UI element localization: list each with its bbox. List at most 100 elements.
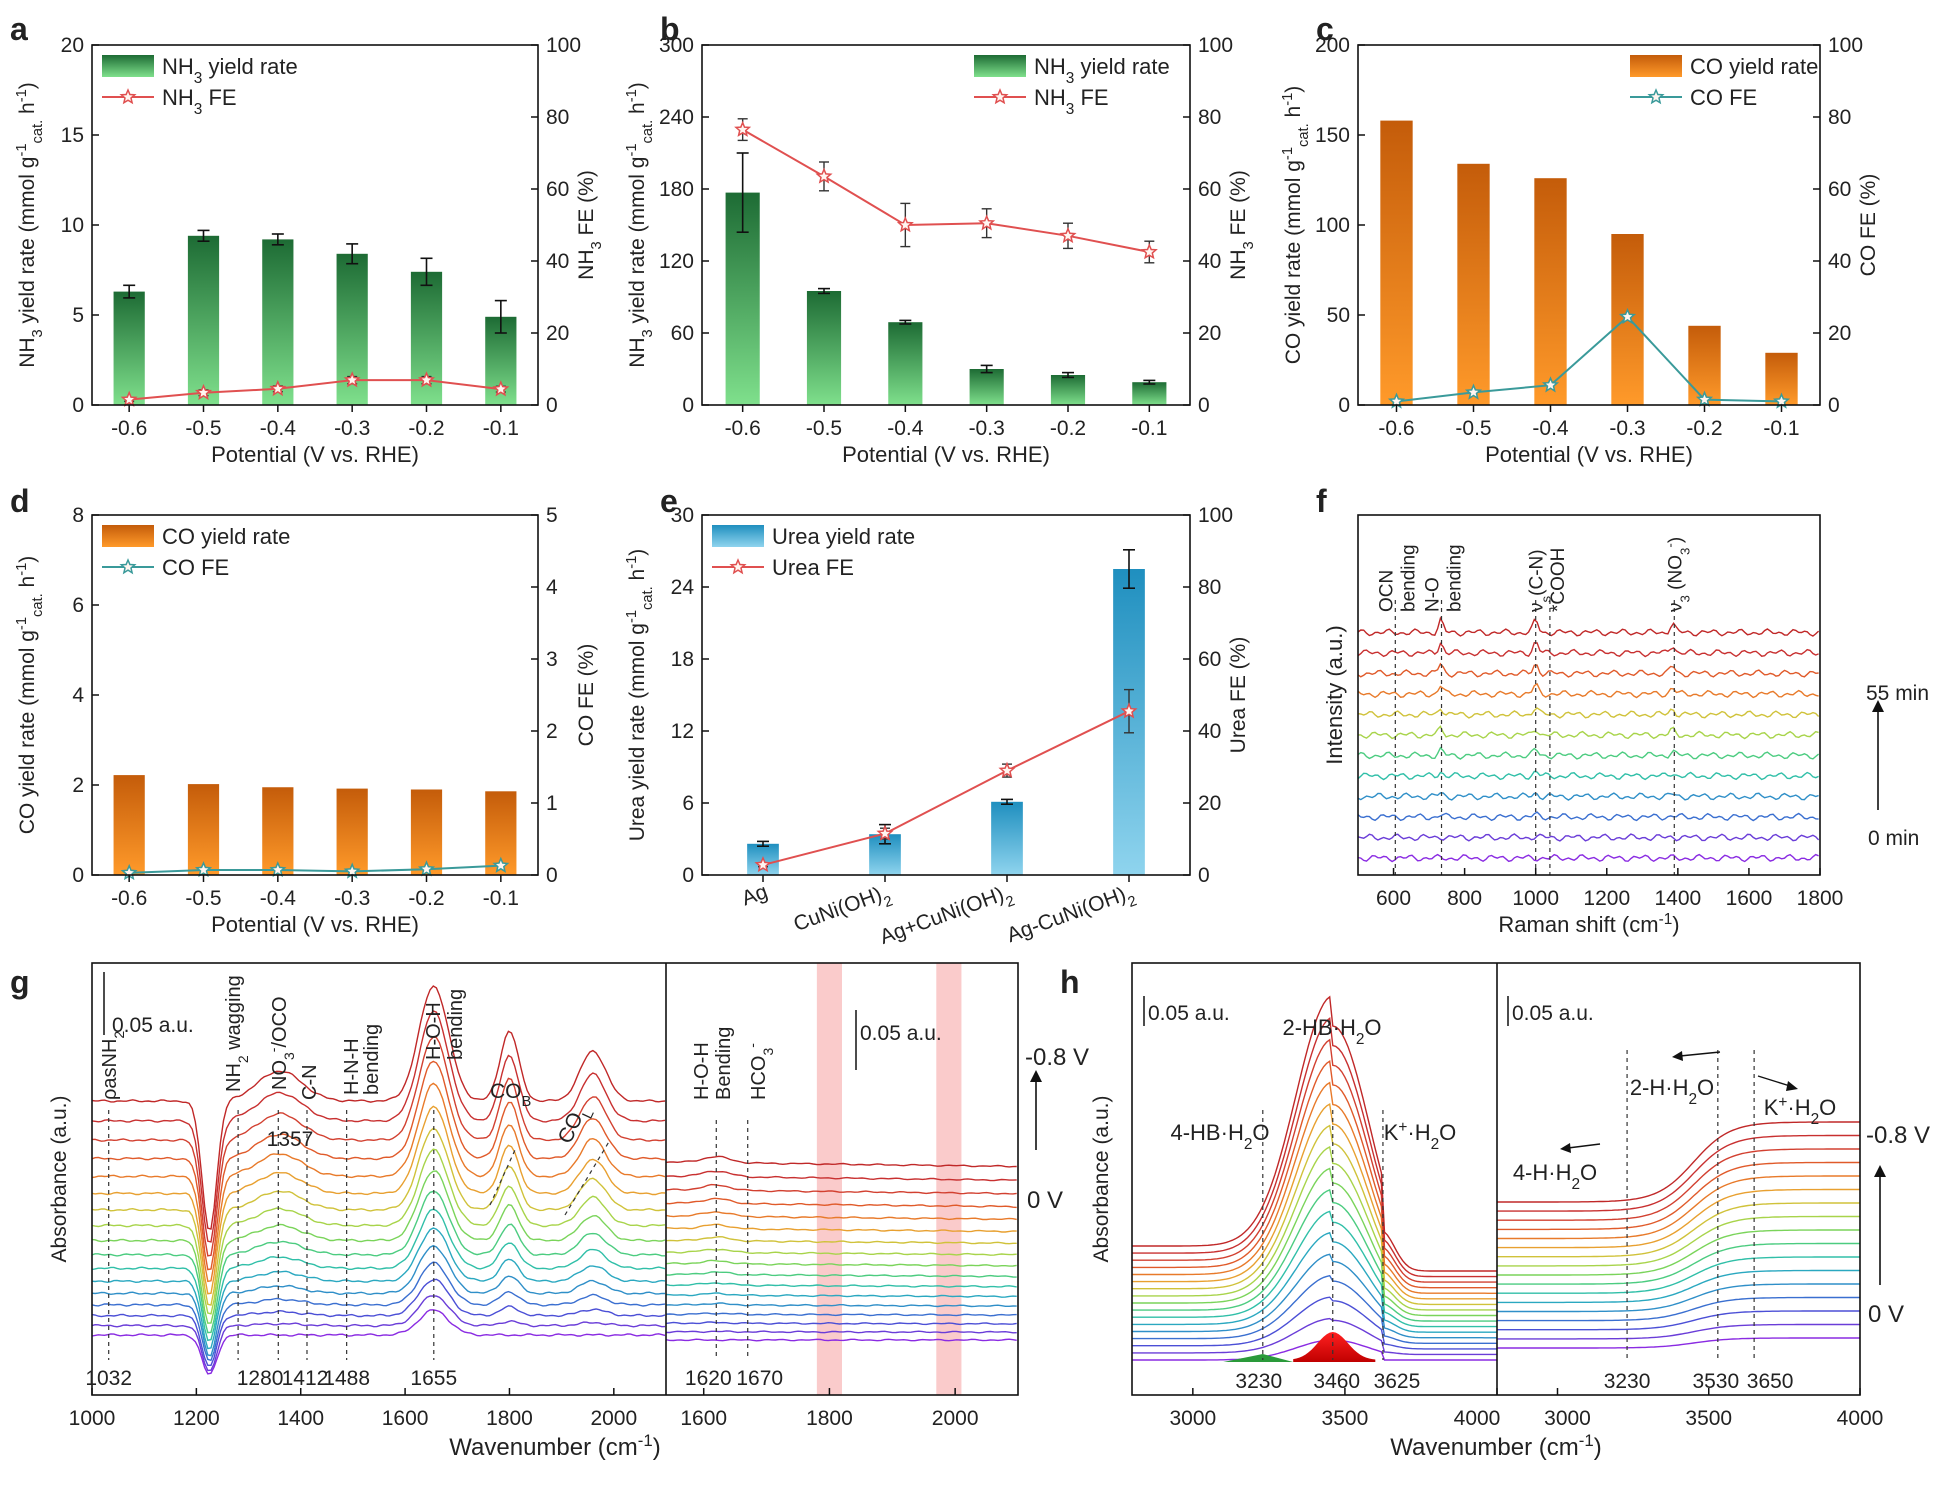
ir-spectrum	[1497, 1256, 1860, 1294]
x-tick-label: -0.6	[111, 887, 147, 910]
ir-spectrum	[1132, 1059, 1497, 1289]
peak-annotation: bending	[1398, 544, 1419, 612]
y2-tick-label: 40	[1198, 720, 1221, 743]
ir-spectrum	[1132, 1145, 1497, 1311]
x-tick-label: 1200	[173, 1407, 220, 1430]
ir-spectrum	[1497, 1134, 1860, 1212]
y2-tick-label: 40	[1198, 250, 1221, 273]
x-tick-label: -0.3	[334, 417, 370, 440]
scale-label: 0.05 a.u.	[860, 1022, 942, 1045]
ir-spectrum	[1497, 1229, 1860, 1276]
x-tick-label: -0.4	[1532, 417, 1569, 440]
time-label: 55 min	[1866, 682, 1929, 705]
panel-g: 1000 1200 1400 1600 1800 2000 1600 1800 2000Wave…	[48, 962, 1089, 1461]
panel-a: 0 5 10 15 20 0 20 40 60 80 100 -0.6 -0.5 -0.4 -0.3 -0.2…	[14, 34, 605, 467]
y-axis-label: NH3 yield rate (mmol g-1cat. h-1)	[14, 82, 46, 368]
peak-label: 3230	[1604, 1370, 1651, 1393]
x-tick-label: -0.6	[725, 417, 761, 440]
peak-annotation: bending	[445, 989, 467, 1060]
y-tick-label: 18	[671, 648, 694, 671]
x-tick-label: -0.4	[887, 417, 924, 440]
x-tick-label: 1000	[1512, 887, 1559, 910]
ir-spectrum	[1132, 1210, 1497, 1328]
ir-spectrum	[665, 1248, 1017, 1256]
ir-spectrum	[1132, 1296, 1497, 1350]
potential-label: -0.8 V	[1025, 1044, 1089, 1071]
x-axis-label: Potential (V vs. RHE)	[1485, 442, 1693, 467]
y2-axis-label: Urea FE (%)	[1227, 637, 1250, 754]
y2-tick-label: 20	[546, 322, 569, 345]
scale-label: 0.05 a.u.	[1512, 1002, 1594, 1025]
x-tick-label: -0.1	[483, 887, 519, 910]
peak-label: 1620	[685, 1367, 732, 1390]
fe-point	[492, 380, 510, 397]
legend-label: NH3 FE	[1034, 85, 1109, 118]
fe-line-e	[762, 710, 1130, 866]
fe-point	[876, 824, 894, 841]
x-tick-label: 2000	[590, 1407, 637, 1430]
ir-spectrum	[91, 985, 666, 1230]
ir-spectrum	[665, 1211, 1017, 1221]
y2-tick-label: 20	[1198, 322, 1221, 345]
raman-spectrum	[1357, 662, 1819, 678]
ir-spectrum	[91, 1295, 666, 1372]
x-axis-label: Potential (V vs. RHE)	[842, 442, 1050, 467]
panel-letter: a	[10, 11, 28, 47]
peak-label: 1655	[410, 1367, 457, 1390]
shift-arrow	[1757, 1075, 1791, 1087]
fe-point	[896, 216, 914, 233]
ir-spectrum	[91, 1082, 666, 1283]
y-tick-label: 30	[671, 504, 694, 527]
x-tick-label: -0.1	[1131, 417, 1167, 440]
peak-annotation: 2-H·H2O	[1630, 1075, 1714, 1108]
ir-spectrum	[1132, 1102, 1497, 1300]
ir-spectrum	[1497, 1242, 1860, 1285]
legend-label: CO yield rate	[1690, 54, 1818, 79]
raman-spectrum	[1357, 853, 1819, 863]
ir-spectrum	[1497, 1121, 1860, 1203]
raman-spectrum	[1357, 746, 1820, 760]
peak-annotation: ρasNH2	[99, 1031, 127, 1100]
ir-spectrum	[1497, 1148, 1860, 1221]
x-tick-label: 2000	[932, 1407, 979, 1430]
ir-spectrum	[1132, 1188, 1497, 1322]
peak-annotation: 4-HB·H2O	[1170, 1120, 1269, 1153]
y2-tick-label: 100	[546, 34, 581, 57]
x-tick-label: -0.5	[185, 887, 221, 910]
bar-a	[113, 291, 145, 405]
raman-spectrum	[1357, 641, 1819, 658]
x-tick-label: -0.5	[185, 417, 221, 440]
fe-point	[754, 855, 772, 873]
y-tick-label: 60	[671, 322, 694, 345]
panel-f: 600 800 1000 1200 1400 1600 1800 Raman shift (c…	[1322, 514, 1929, 937]
bar-a	[410, 271, 443, 405]
x-axis-label: Potential (V vs. RHE)	[211, 912, 419, 937]
y2-tick-label: 20	[1828, 322, 1851, 345]
y2-tick-label: 0	[546, 864, 558, 887]
peak-annotation: Bending	[713, 1027, 735, 1100]
y-tick-label: 20	[61, 34, 84, 57]
peak-label: 1670	[736, 1367, 783, 1390]
y2-tick-label: 2	[546, 720, 558, 743]
shift-arrow	[1679, 1051, 1721, 1057]
peak-annotation: H-O-H	[691, 1042, 713, 1100]
y2-tick-label: 0	[546, 394, 558, 417]
bar-d	[187, 784, 220, 875]
peak-label: 3625	[1374, 1370, 1421, 1393]
ir-spectrum	[91, 1278, 666, 1367]
fe-point	[734, 120, 752, 137]
ir-spectrum	[91, 1148, 666, 1315]
panel-letter: h	[1060, 964, 1080, 1000]
fe-point	[417, 860, 436, 877]
y-tick-label: 0	[682, 864, 694, 887]
y-tick-label: 0	[72, 864, 84, 887]
y-tick-label: 8	[72, 504, 84, 527]
bar-a	[187, 235, 220, 405]
ir-spectrum	[1497, 1215, 1860, 1267]
x-tick-label: 1000	[69, 1407, 116, 1430]
ir-spectrum	[665, 1338, 1017, 1342]
ir-spectrum	[1497, 1269, 1860, 1304]
fe-line-a	[129, 379, 501, 401]
legend-label: Urea yield rate	[772, 524, 915, 549]
